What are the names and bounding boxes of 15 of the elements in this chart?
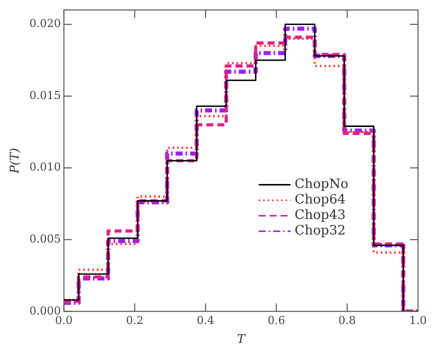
y-tick-label: 0.005	[29, 232, 61, 246]
x-tick-label: 1.0	[409, 314, 427, 327]
y-tick-label: 0.015	[29, 88, 61, 102]
y-tick-label: 0.010	[29, 160, 61, 174]
legend-label: Chop32	[294, 224, 346, 239]
y-axis-title: P(T)	[7, 148, 22, 174]
y-tick-label: 0.020	[29, 17, 61, 30]
legend-label: Chop64	[294, 192, 346, 208]
legend-label: Chop43	[294, 208, 346, 224]
x-axis-title: T	[236, 332, 246, 346]
x-tick-label: 0.6	[268, 314, 286, 327]
legend-label: ChopNo	[294, 177, 348, 192]
x-tick-label: 0.2	[126, 314, 144, 327]
x-tick-label: 0.8	[338, 314, 356, 327]
x-tick-label: 0.4	[196, 314, 214, 327]
